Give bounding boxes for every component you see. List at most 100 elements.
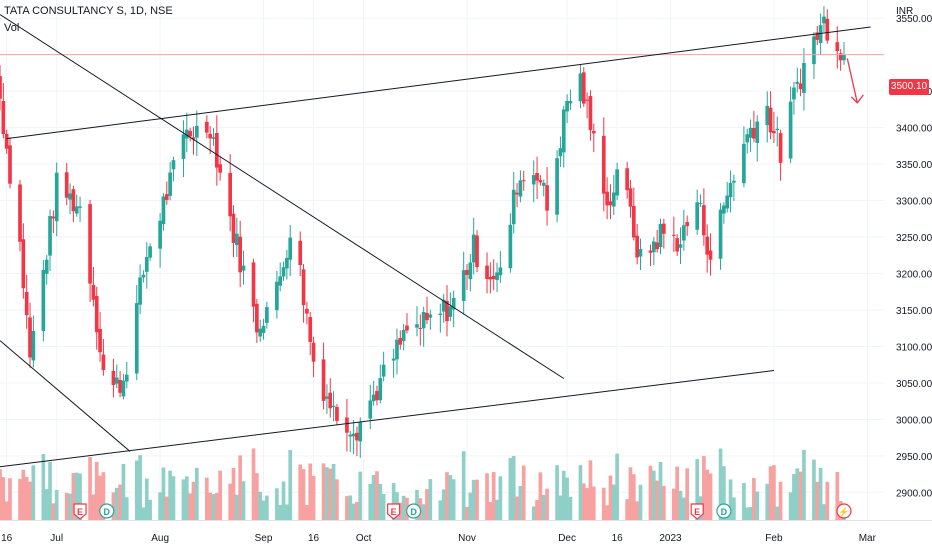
volume-legend[interactable]: Vol <box>4 22 20 34</box>
candle-body <box>661 223 666 234</box>
price-tick-label: 3350.00 <box>896 160 932 171</box>
volume-bar <box>144 478 149 520</box>
volume-bar <box>635 501 639 520</box>
dividend-marker-icon[interactable] <box>406 503 422 519</box>
candle-body <box>778 133 783 163</box>
volume-bar <box>351 503 356 520</box>
candle-body <box>605 191 609 206</box>
candle-body <box>138 277 142 305</box>
candle-body <box>628 188 633 207</box>
dividend-marker-icon[interactable] <box>99 503 115 519</box>
volume-bar <box>98 475 102 520</box>
candle-body <box>842 54 846 61</box>
volume-bar <box>188 493 192 520</box>
volume-bar <box>465 506 469 520</box>
split-marker-icon[interactable] <box>836 503 852 519</box>
volume-bar <box>288 450 293 520</box>
volume-bar <box>381 494 386 520</box>
candle-body <box>561 109 566 153</box>
candle-body <box>718 209 723 259</box>
candle-body <box>191 137 196 140</box>
volume-bar <box>335 479 339 520</box>
candle-body <box>498 267 503 276</box>
dividend-marker-icon[interactable] <box>716 503 732 519</box>
drawn-trendlines[interactable] <box>0 14 871 468</box>
candle-body <box>648 250 653 253</box>
volume-bar <box>495 499 499 520</box>
last-price-tag: 3500.10 <box>889 79 929 95</box>
volume-bar <box>485 473 489 520</box>
volume-bar <box>275 488 279 520</box>
volume-bar <box>511 455 516 520</box>
candle-body <box>168 172 172 196</box>
candle-body <box>371 394 376 402</box>
candle-body <box>18 184 22 242</box>
volume-bar <box>355 501 359 520</box>
candle-body <box>611 192 616 207</box>
volume-bar <box>788 492 793 520</box>
volume-bar <box>658 461 663 520</box>
candle-body <box>535 173 539 181</box>
price-tick-label: 2900.00 <box>896 488 932 499</box>
candle-body <box>1 100 6 134</box>
candle-body <box>802 62 806 93</box>
candle-body <box>275 281 279 311</box>
candle-body <box>311 342 316 362</box>
candle-body <box>755 121 760 143</box>
volume-bar <box>471 479 476 520</box>
price-candles[interactable] <box>0 6 846 458</box>
volume-bar <box>71 473 76 520</box>
candle-body <box>625 168 629 191</box>
candle-body <box>475 235 479 267</box>
volume-bar <box>508 457 513 520</box>
candle-body <box>588 96 593 131</box>
volume-bar <box>521 465 526 520</box>
earnings-marker-icon[interactable] <box>690 503 704 520</box>
candle-body <box>148 246 152 258</box>
candle-body <box>568 101 573 104</box>
candle-body <box>208 133 212 139</box>
price-tick-label: 3400.00 <box>896 124 932 135</box>
volume-bar <box>181 479 186 520</box>
candle-body <box>825 18 830 41</box>
volume-bar <box>765 483 770 520</box>
candle-body <box>98 328 102 353</box>
trendline <box>0 369 774 468</box>
candle-body <box>378 378 383 401</box>
candle-body <box>405 325 409 331</box>
volume-bar <box>558 495 563 520</box>
candle-body <box>515 192 519 195</box>
candle-body <box>838 53 843 61</box>
candle-body <box>68 193 72 200</box>
candle-body <box>255 303 259 333</box>
symbol-title[interactable]: TATA CONSULTANCY S, 1D, NSE <box>4 5 173 17</box>
candle-body <box>728 182 733 198</box>
candle-body <box>448 306 453 317</box>
event-markers[interactable]: E D E D E D ⚡ <box>73 503 852 520</box>
time-axis[interactable]: 16 Jul Aug Sep 16 Oct Nov Dec 16 2023 Feb Mar <box>0 520 932 545</box>
volume-bar <box>772 465 776 520</box>
volume-bar <box>184 476 189 520</box>
candle-body <box>171 160 176 170</box>
candle-body <box>398 337 403 345</box>
candle-body <box>541 182 546 186</box>
earnings-marker-icon[interactable] <box>73 503 87 520</box>
candle-body <box>495 272 499 281</box>
volume-bar <box>651 470 656 520</box>
volume-bar <box>448 475 453 520</box>
candle-body <box>298 240 303 266</box>
volume-bar <box>328 468 333 520</box>
volume-bar <box>168 470 172 520</box>
candle-body <box>558 148 563 157</box>
time-tick-label: Mar <box>859 533 877 544</box>
candle-body <box>615 169 619 196</box>
candle-body <box>742 143 746 184</box>
trendline <box>6 26 871 140</box>
volume-bar <box>545 488 549 520</box>
candle-body <box>114 377 119 384</box>
earnings-marker-icon[interactable] <box>387 503 401 520</box>
currency-unit: INR <box>896 6 914 17</box>
volume-bar <box>41 454 46 520</box>
candle-body <box>214 132 219 168</box>
